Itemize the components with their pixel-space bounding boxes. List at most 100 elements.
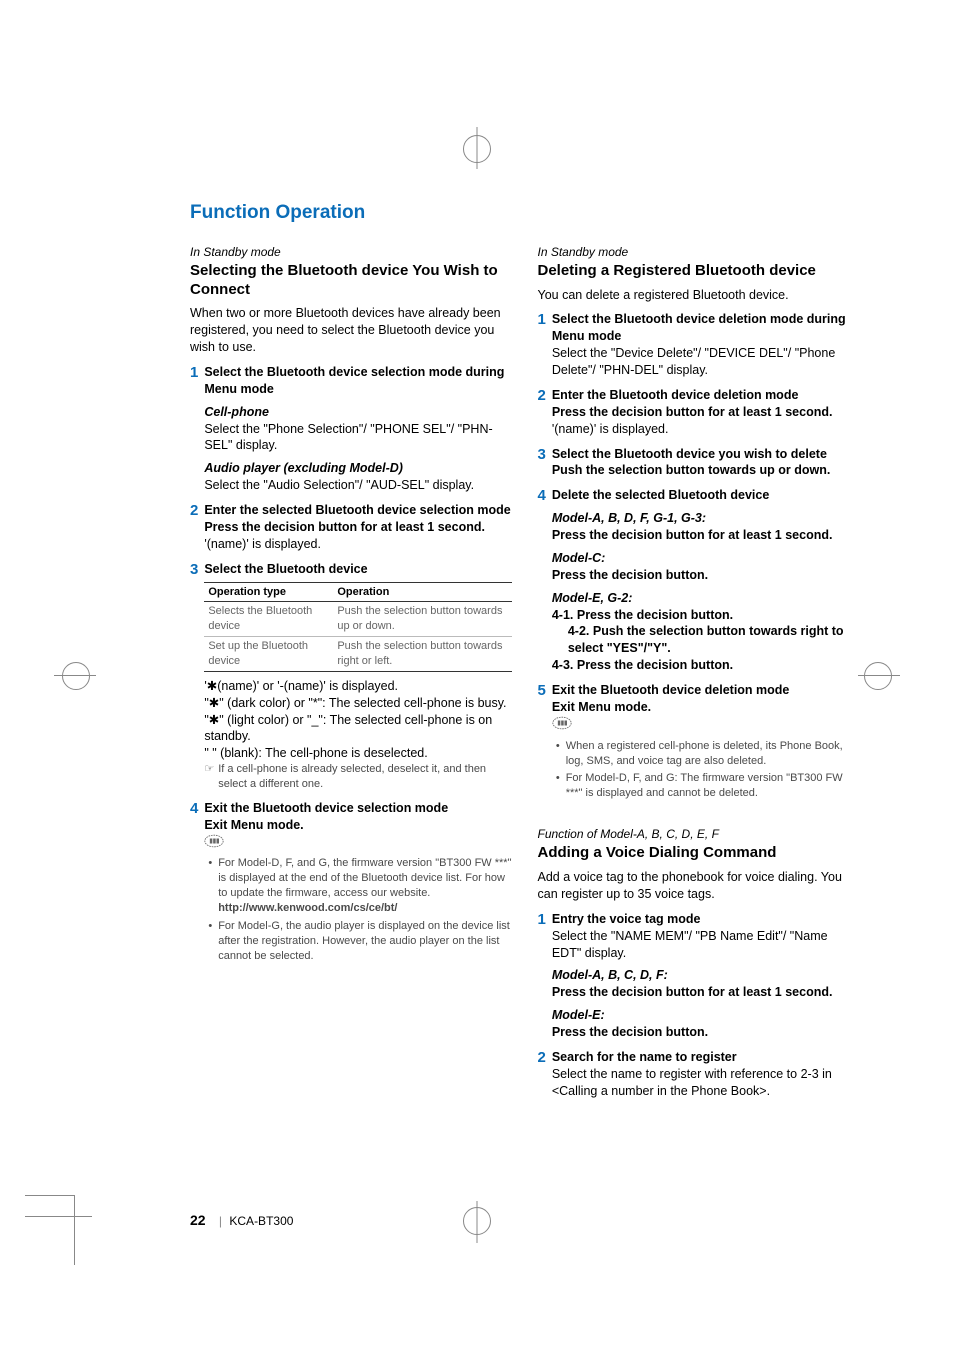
step-title: Select the Bluetooth device you wish to … — [552, 446, 859, 463]
step-title: Entry the voice tag mode — [552, 911, 859, 928]
step-line: Press the decision button. — [552, 567, 859, 584]
topic-heading: Deleting a Registered Bluetooth device — [538, 262, 860, 281]
note-item: • For Model-G, the audio player is displ… — [208, 919, 511, 964]
step-line: 4-1. Press the decision button. — [552, 607, 859, 624]
step-line: " " (blank): The cell-phone is deselecte… — [204, 745, 511, 762]
left-column: In Standby mode Selecting the Bluetooth … — [190, 244, 512, 1108]
notes-list: • When a registered cell-phone is delete… — [556, 739, 859, 801]
page-number: 22 — [190, 1212, 206, 1228]
note-text: For Model-D, F, and G: The firmware vers… — [566, 771, 859, 801]
step-number: 3 — [538, 446, 546, 480]
page-content: Function Operation In Standby mode Selec… — [190, 200, 859, 1230]
step-line: Exit Menu mode. — [204, 817, 511, 834]
bullet-icon: • — [208, 919, 212, 964]
footer-separator: | — [219, 1214, 222, 1228]
sub-heading: Cell-phone — [204, 404, 511, 421]
note-icon — [204, 834, 224, 848]
step-title: Delete the selected Bluetooth device — [552, 487, 859, 504]
step-line: Select the "NAME MEM"/ "PB Name Edit"/ "… — [552, 928, 859, 962]
step-line: Press the decision button for at least 1… — [204, 519, 511, 536]
step-title: Select the Bluetooth device — [204, 561, 511, 578]
step-title: Select the Bluetooth device deletion mod… — [552, 311, 859, 345]
step-title: Enter the selected Bluetooth device sele… — [204, 502, 511, 519]
step-4: 4 Delete the selected Bluetooth device M… — [538, 487, 860, 674]
sub-text: Select the "Phone Selection"/ "PHONE SEL… — [204, 421, 511, 455]
intro-text: You can delete a registered Bluetooth de… — [538, 287, 860, 304]
sub-text: Select the "Audio Selection"/ "AUD-SEL" … — [204, 477, 511, 494]
step-number: 5 — [538, 682, 546, 804]
context-label: In Standby mode — [538, 244, 860, 260]
step-line: Exit Menu mode. — [552, 699, 859, 716]
step-1: 1 Entry the voice tag mode Select the "N… — [538, 911, 860, 1041]
sub-heading: Audio player (excluding Model-D) — [204, 460, 511, 477]
operation-table: Operation type Operation Selects the Blu… — [204, 582, 511, 672]
step-number: 1 — [538, 311, 546, 379]
bullet-icon: • — [208, 856, 212, 915]
step-number: 4 — [190, 800, 198, 967]
step-2: 2 Enter the Bluetooth device deletion mo… — [538, 387, 860, 438]
page-footer: 22 | KCA-BT300 — [190, 1211, 293, 1230]
step-line: '(name)' is displayed. — [204, 536, 511, 553]
topic-heading: Selecting the Bluetooth device You Wish … — [190, 262, 512, 300]
table-cell: Push the selection button towards up or … — [333, 602, 511, 636]
step-line: 4-2. Push the selection button towards r… — [552, 623, 859, 657]
bullet-icon: • — [556, 771, 560, 801]
model-heading: Model-E, G-2: — [552, 590, 859, 607]
step-number: 2 — [190, 502, 198, 553]
step-line: "✱" (light color) or "_": The selected c… — [204, 712, 511, 746]
step-2: 2 Search for the name to register Select… — [538, 1049, 860, 1100]
context-label: In Standby mode — [190, 244, 512, 260]
step-line: Press the decision button. — [552, 1024, 859, 1041]
step-1: 1 Select the Bluetooth device selection … — [190, 364, 512, 494]
step-title: Exit the Bluetooth device selection mode — [204, 800, 511, 817]
context-label: Function of Model-A, B, C, D, E, F — [538, 826, 860, 842]
step-4: 4 Exit the Bluetooth device selection mo… — [190, 800, 512, 967]
step-line: '✱(name)' or '-(name)' is displayed. — [204, 678, 511, 695]
step-title: Search for the name to register — [552, 1049, 859, 1066]
table-cell: Set up the Bluetooth device — [204, 637, 333, 671]
step-number: 2 — [538, 387, 546, 438]
step-line: Press the decision button for at least 1… — [552, 404, 859, 421]
table-cell: Selects the Bluetooth device — [204, 602, 333, 636]
step-number: 4 — [538, 487, 546, 674]
step-title: Select the Bluetooth device selection mo… — [204, 364, 511, 398]
note-text: When a registered cell-phone is deleted,… — [566, 739, 859, 769]
crop-corner-bottom-left — [25, 1195, 75, 1265]
step-line: Select the name to register with referen… — [552, 1066, 859, 1100]
step-3: 3 Select the Bluetooth device you wish t… — [538, 446, 860, 480]
note-link: http://www.kenwood.com/cs/ce/bt/ — [218, 902, 397, 914]
table-cell: Push the selection button towards right … — [333, 637, 511, 671]
step-1: 1 Select the Bluetooth device deletion m… — [538, 311, 860, 379]
step-line: "✱" (dark color) or "*": The selected ce… — [204, 695, 511, 712]
step-title: Enter the Bluetooth device deletion mode — [552, 387, 859, 404]
step-5: 5 Exit the Bluetooth device deletion mod… — [538, 682, 860, 804]
step-number: 2 — [538, 1049, 546, 1100]
intro-text: Add a voice tag to the phonebook for voi… — [538, 869, 860, 903]
step-line: Select the "Device Delete"/ "DEVICE DEL"… — [552, 345, 859, 379]
step-number: 3 — [190, 561, 198, 792]
topic-heading: Adding a Voice Dialing Command — [538, 844, 860, 863]
bullet-icon: • — [556, 739, 560, 769]
note-text: For Model-D, F, and G, the firmware vers… — [218, 857, 511, 899]
model-heading: Model-C: — [552, 550, 859, 567]
step-2: 2 Enter the selected Bluetooth device se… — [190, 502, 512, 553]
section-title: Function Operation — [190, 200, 859, 226]
step-number: 1 — [538, 911, 546, 1041]
step-line: Press the decision button for at least 1… — [552, 527, 859, 544]
model-heading: Model-E: — [552, 1007, 859, 1024]
pointer-note: ☞ If a cell-phone is already selected, d… — [204, 762, 511, 792]
note-item: • For Model-D, F, and G: The firmware ve… — [556, 771, 859, 801]
note-item: • When a registered cell-phone is delete… — [556, 739, 859, 769]
table-header: Operation type — [204, 583, 333, 602]
table-header: Operation — [333, 583, 511, 602]
step-line: 4-3. Press the decision button. — [552, 657, 859, 674]
two-column-layout: In Standby mode Selecting the Bluetooth … — [190, 244, 859, 1108]
note-item: • For Model-D, F, and G, the firmware ve… — [208, 856, 511, 915]
model-heading: Model-A, B, C, D, F: — [552, 967, 859, 984]
pointer-text: If a cell-phone is already selected, des… — [218, 762, 511, 792]
footer-model: KCA-BT300 — [229, 1214, 293, 1228]
pointer-icon: ☞ — [204, 762, 214, 792]
step-line: Press the decision button for at least 1… — [552, 984, 859, 1001]
step-number: 1 — [190, 364, 198, 494]
step-title: Exit the Bluetooth device deletion mode — [552, 682, 859, 699]
